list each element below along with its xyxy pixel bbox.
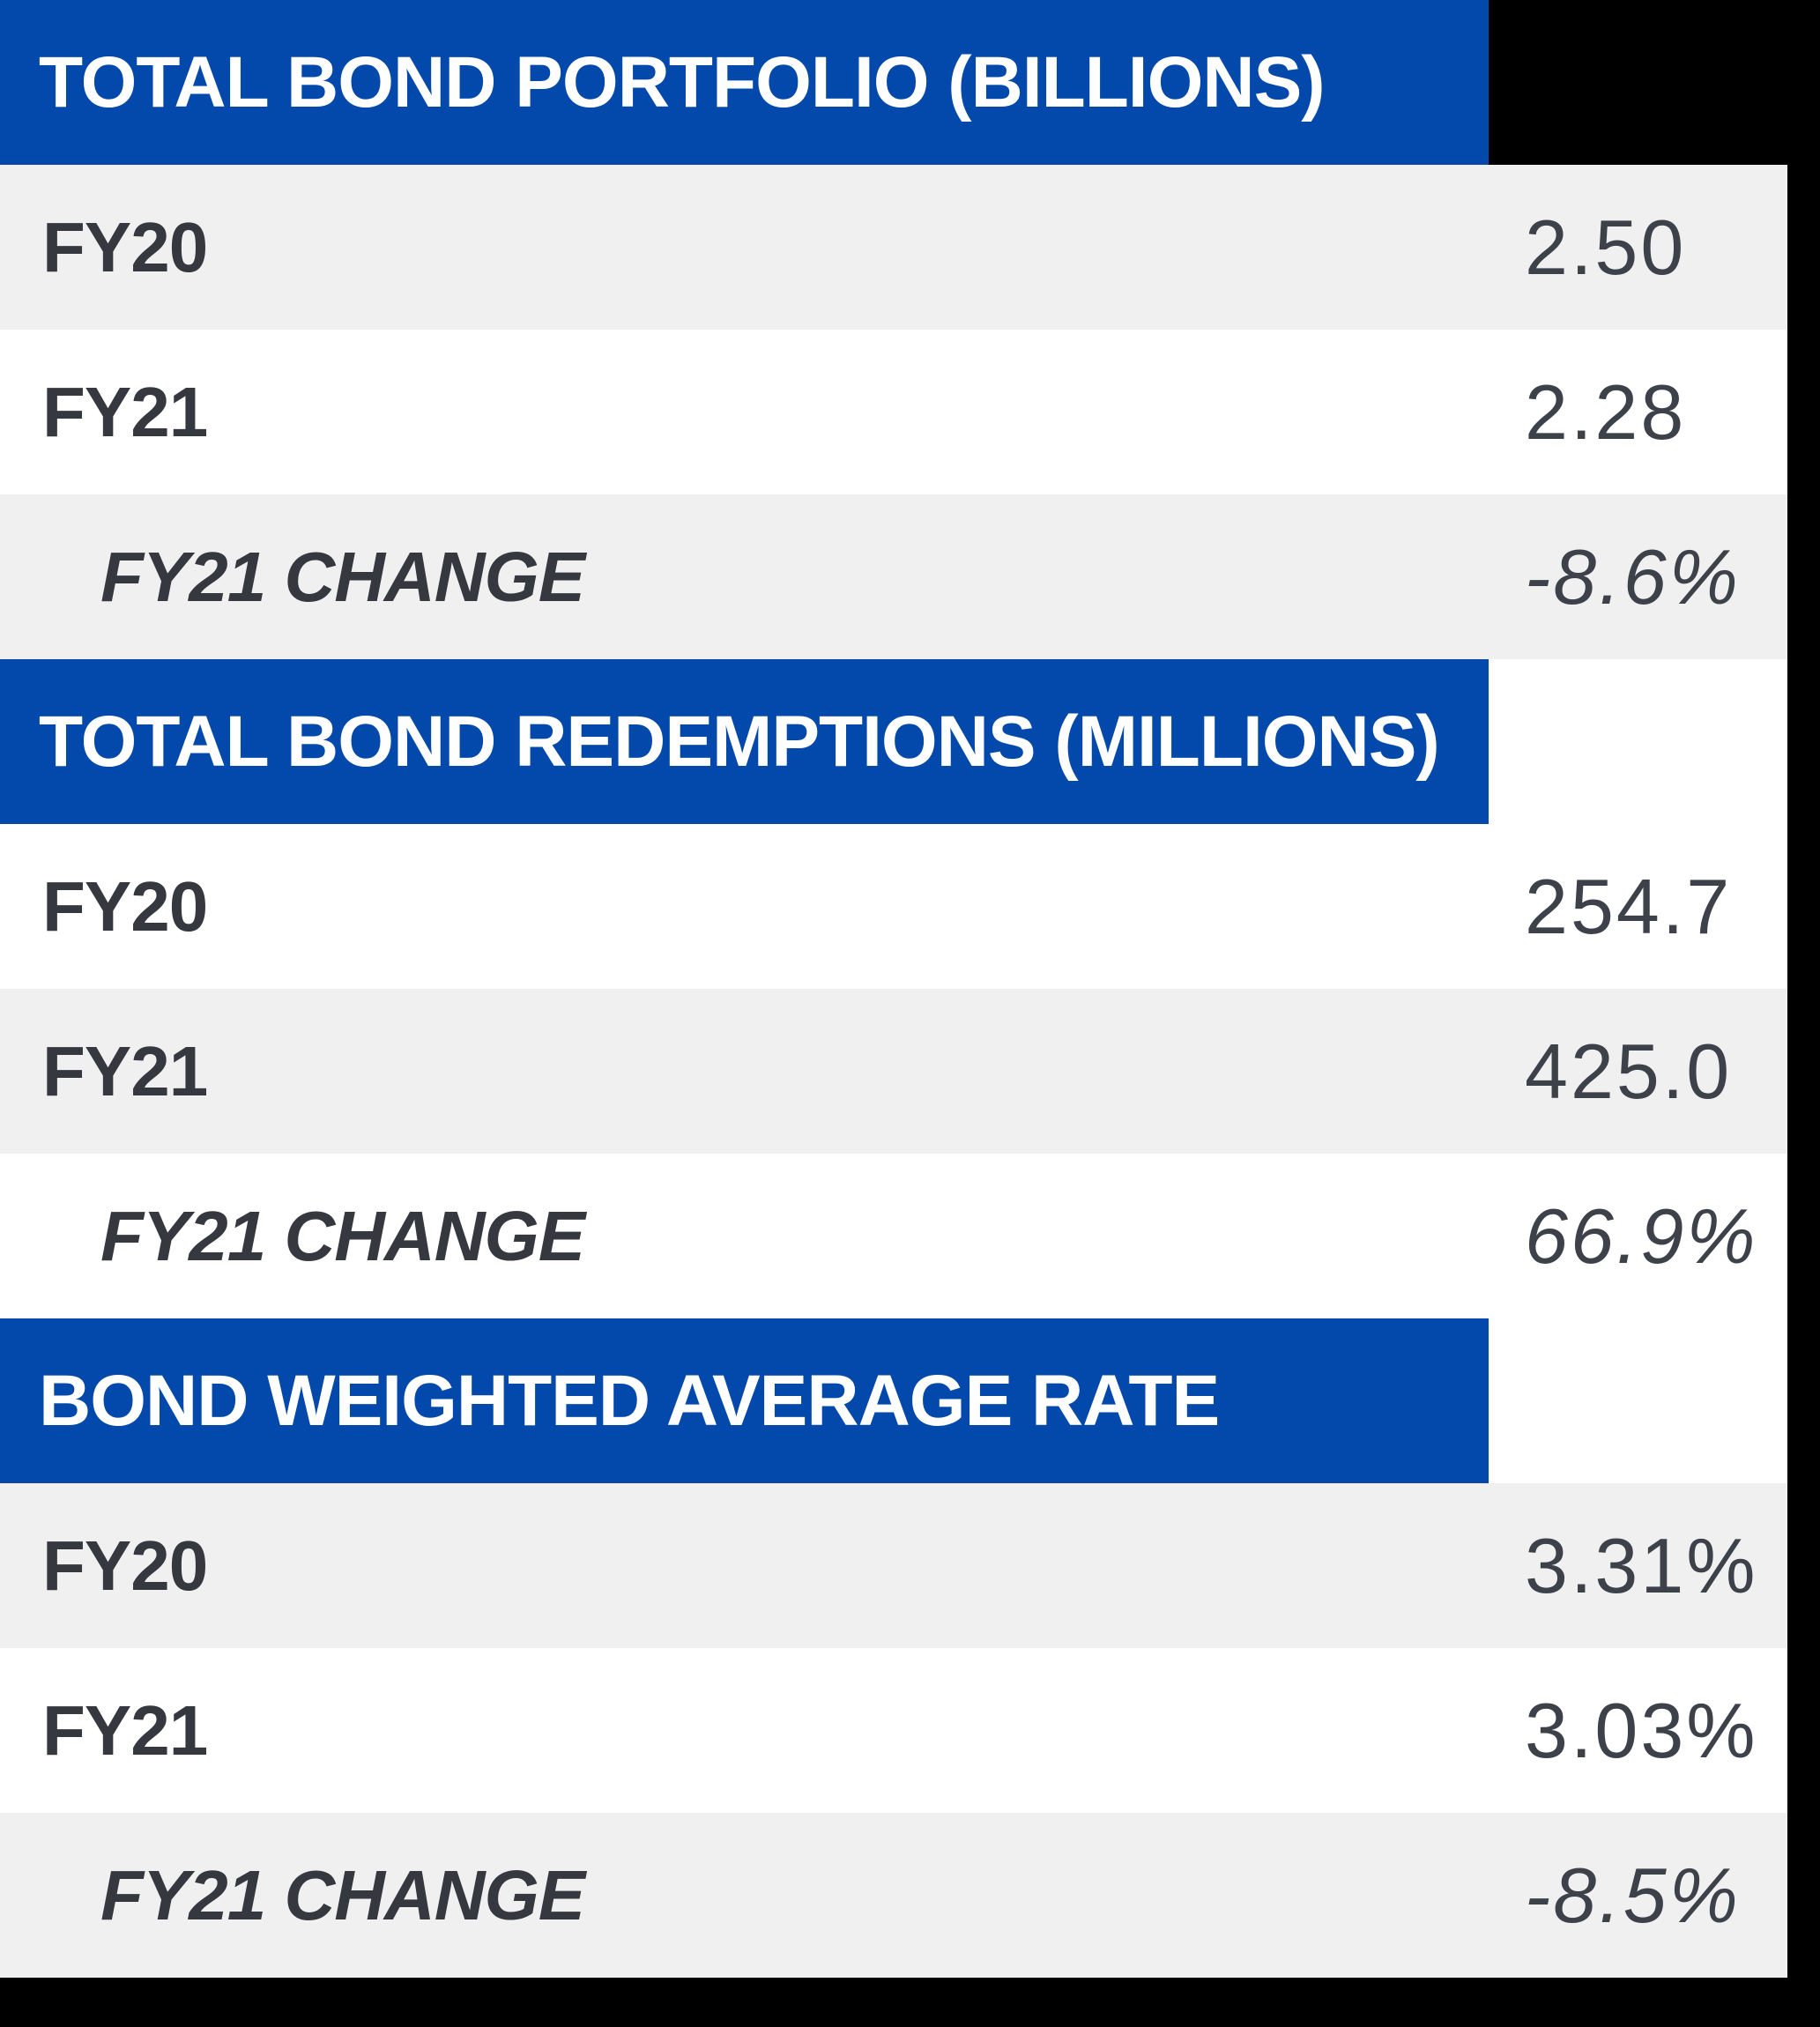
row-label: FY20	[42, 1526, 208, 1605]
section-header-bar: BOND WEIGHTED AVERAGE RATE	[0, 1318, 1489, 1483]
section-header-rate: BOND WEIGHTED AVERAGE RATE	[0, 1318, 1787, 1483]
table-row: FY20 254.7	[0, 824, 1787, 989]
row-value-change: -8.6%	[1525, 532, 1741, 620]
table-row: FY21 425.0	[0, 989, 1787, 1154]
row-value-change: 66.9%	[1525, 1192, 1758, 1280]
table-row: FY20 2.50	[0, 165, 1787, 330]
section-header-title: BOND WEIGHTED AVERAGE RATE	[39, 1360, 1220, 1441]
table-row: FY21 2.28	[0, 330, 1787, 494]
table-row: FY21 CHANGE -8.6%	[0, 494, 1787, 659]
row-label-change: FY21 CHANGE	[100, 1196, 585, 1275]
table-row: FY21 CHANGE -8.5%	[0, 1813, 1787, 1978]
section-header-portfolio: TOTAL BOND PORTFOLIO (BILLIONS)	[0, 0, 1489, 165]
row-label: FY20	[42, 207, 208, 286]
table-row: FY21 3.03%	[0, 1648, 1787, 1813]
row-label: FY20	[42, 866, 208, 946]
row-label: FY21	[42, 1031, 208, 1110]
row-label: FY21	[42, 1690, 208, 1770]
row-value: 2.50	[1525, 203, 1687, 291]
row-value: 3.03%	[1525, 1686, 1758, 1774]
row-value: 3.31%	[1525, 1521, 1758, 1609]
section-header-title: TOTAL BOND PORTFOLIO (BILLIONS)	[39, 41, 1326, 123]
row-value: 254.7	[1525, 862, 1733, 950]
table-row: FY20 3.31%	[0, 1483, 1787, 1648]
row-label-change: FY21 CHANGE	[100, 1855, 585, 1934]
row-value: 425.0	[1525, 1027, 1733, 1115]
row-label: FY21	[42, 372, 208, 451]
row-value: 2.28	[1525, 368, 1687, 456]
row-label-change: FY21 CHANGE	[100, 537, 585, 616]
section-header-title: TOTAL BOND REDEMPTIONS (MILLIONS)	[39, 701, 1440, 782]
table-row: FY21 CHANGE 66.9%	[0, 1154, 1787, 1318]
row-value-change: -8.5%	[1525, 1851, 1741, 1939]
section-header-redemptions: TOTAL BOND REDEMPTIONS (MILLIONS)	[0, 659, 1787, 824]
section-header-bar: TOTAL BOND REDEMPTIONS (MILLIONS)	[0, 659, 1489, 824]
section-header-bar: TOTAL BOND PORTFOLIO (BILLIONS)	[0, 0, 1489, 165]
